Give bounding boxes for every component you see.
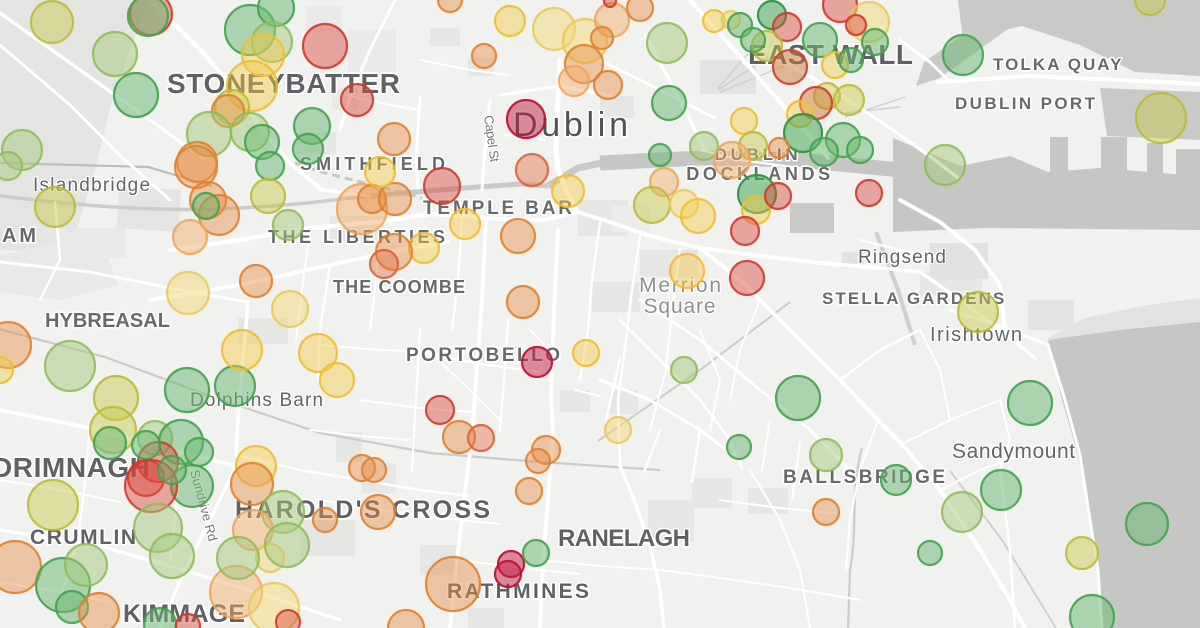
svg-text:Islandbridge: Islandbridge (33, 175, 151, 196)
svg-text:SMITHFIELD: SMITHFIELD (300, 154, 449, 174)
svg-text:KIMMAGE: KIMMAGE (123, 600, 245, 628)
svg-text:BALLSBRIDGE: BALLSBRIDGE (783, 467, 948, 488)
svg-text:Irishtown: Irishtown (930, 324, 1024, 346)
svg-text:THE LIBERTIES: THE LIBERTIES (268, 227, 449, 247)
svg-text:HYBREASAL: HYBREASAL (45, 310, 170, 332)
svg-text:Sandymount: Sandymount (952, 440, 1076, 463)
svg-text:DUBLIN: DUBLIN (715, 145, 802, 164)
svg-text:Dolphins Barn: Dolphins Barn (190, 390, 324, 411)
svg-text:RANELAGH: RANELAGH (558, 525, 689, 552)
svg-text:TOLKA QUAY: TOLKA QUAY (993, 55, 1124, 74)
svg-text:AM: AM (2, 225, 39, 247)
svg-text:THE COOMBE: THE COOMBE (333, 277, 466, 297)
svg-text:TEMPLE BAR: TEMPLE BAR (423, 198, 575, 219)
svg-text:DUBLIN PORT: DUBLIN PORT (955, 94, 1097, 113)
svg-text:Square: Square (644, 295, 717, 318)
svg-text:Ringsend: Ringsend (858, 247, 947, 268)
